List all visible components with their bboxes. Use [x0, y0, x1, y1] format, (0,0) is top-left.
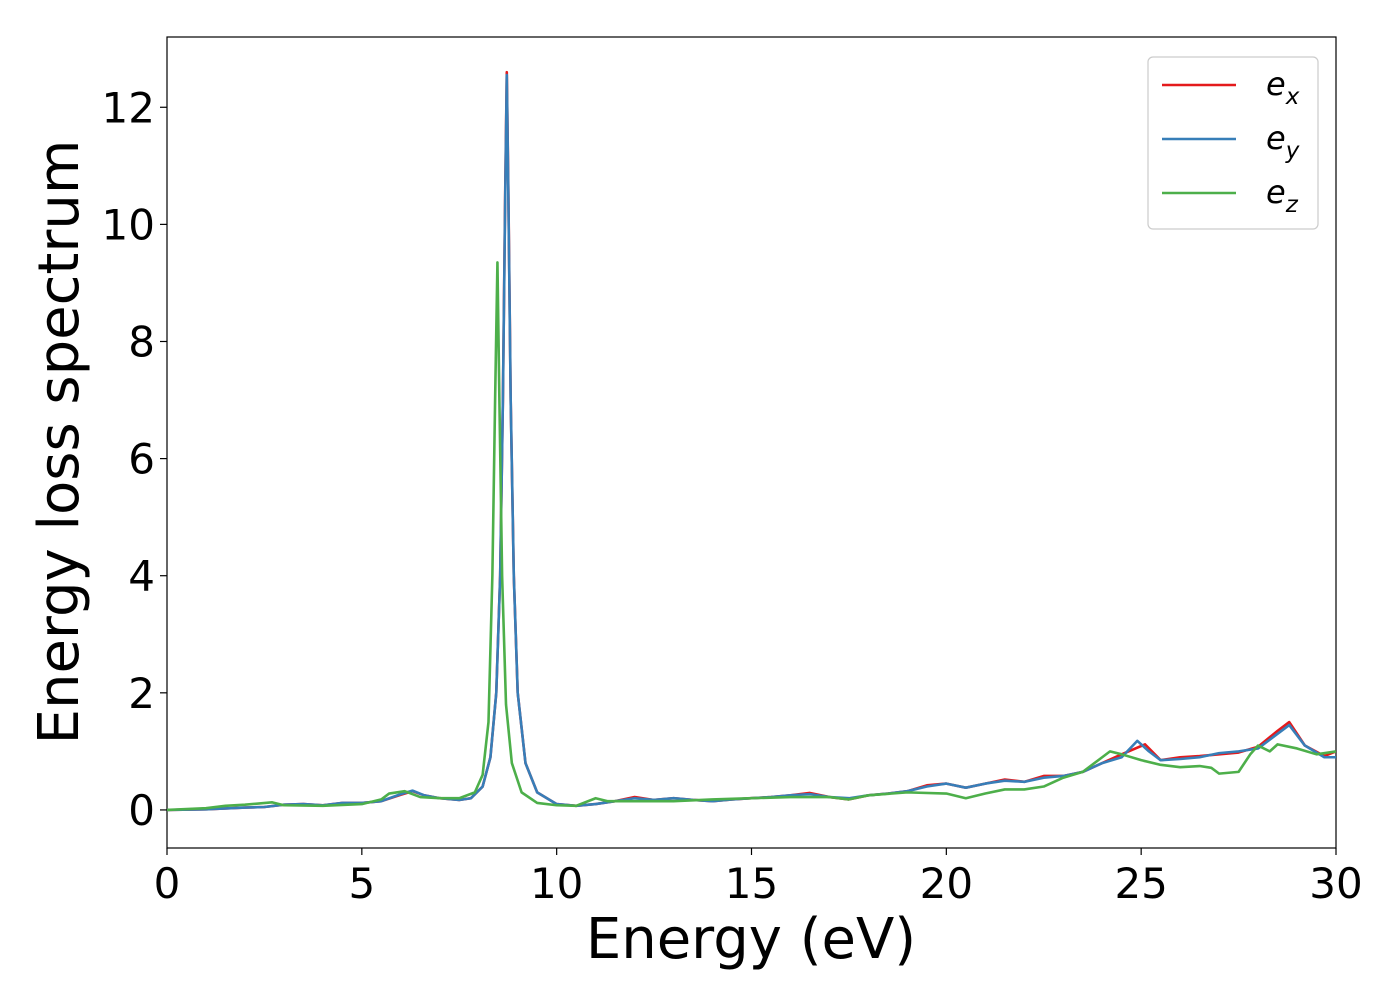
x-tick-label: 0: [154, 859, 181, 908]
y-axis-label: Energy loss spectrum: [27, 140, 92, 745]
y-tick-label: 8: [128, 317, 155, 366]
y-tick-label: 0: [128, 786, 155, 835]
data-line: [167, 73, 1336, 812]
legend-label: ez: [1266, 173, 1299, 218]
y-tick-label: 2: [128, 669, 155, 718]
x-tick-label: 10: [530, 859, 583, 908]
x-tick-label: 15: [725, 859, 778, 908]
x-tick-label: 30: [1309, 859, 1362, 908]
y-tick-label: 4: [128, 552, 155, 601]
legend-box: [1147, 56, 1319, 230]
x-tick-label: 5: [348, 859, 375, 908]
x-tick-label: 25: [1114, 859, 1167, 908]
x-axis-label: Energy (eV): [586, 907, 916, 972]
y-tick-label: 10: [102, 200, 155, 249]
plot-frame: [166, 36, 1337, 849]
legend-label: ey: [1266, 119, 1300, 164]
y-tick-label: 12: [102, 83, 155, 132]
y-tick-label: 6: [128, 435, 155, 484]
data-line: [167, 261, 1336, 812]
plot-area: [167, 70, 1336, 812]
legend-label: ex: [1266, 65, 1300, 110]
x-tick-label: 20: [920, 859, 973, 908]
